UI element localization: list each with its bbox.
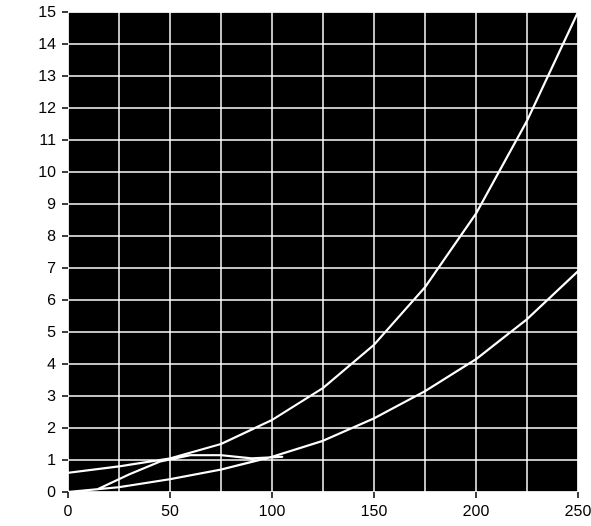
x-tick-label: 200 [463, 503, 490, 520]
y-tick-label: 12 [38, 100, 56, 117]
x-tick-label: 100 [259, 503, 286, 520]
y-tick-label: 1 [47, 452, 56, 469]
y-tick-label: 10 [38, 164, 56, 181]
y-tick-label: 9 [47, 196, 56, 213]
x-tick-label: 50 [161, 503, 179, 520]
y-tick-label: 7 [47, 260, 56, 277]
y-tick-label: 13 [38, 68, 56, 85]
y-tick-label: 3 [47, 388, 56, 405]
y-tick-label: 6 [47, 292, 56, 309]
line-chart: 0501001502002500123456789101112131415 [0, 0, 591, 526]
x-tick-label: 250 [565, 503, 591, 520]
y-tick-label: 14 [38, 36, 56, 53]
y-tick-label: 2 [47, 420, 56, 437]
chart-svg: 0501001502002500123456789101112131415 [0, 0, 591, 526]
y-tick-label: 11 [39, 132, 56, 149]
y-tick-label: 5 [47, 324, 56, 341]
y-tick-label: 4 [47, 356, 56, 373]
y-tick-label: 8 [47, 228, 56, 245]
x-tick-label: 150 [361, 503, 388, 520]
y-tick-label: 15 [38, 4, 56, 21]
x-tick-label: 0 [64, 503, 73, 520]
y-tick-label: 0 [47, 484, 56, 501]
